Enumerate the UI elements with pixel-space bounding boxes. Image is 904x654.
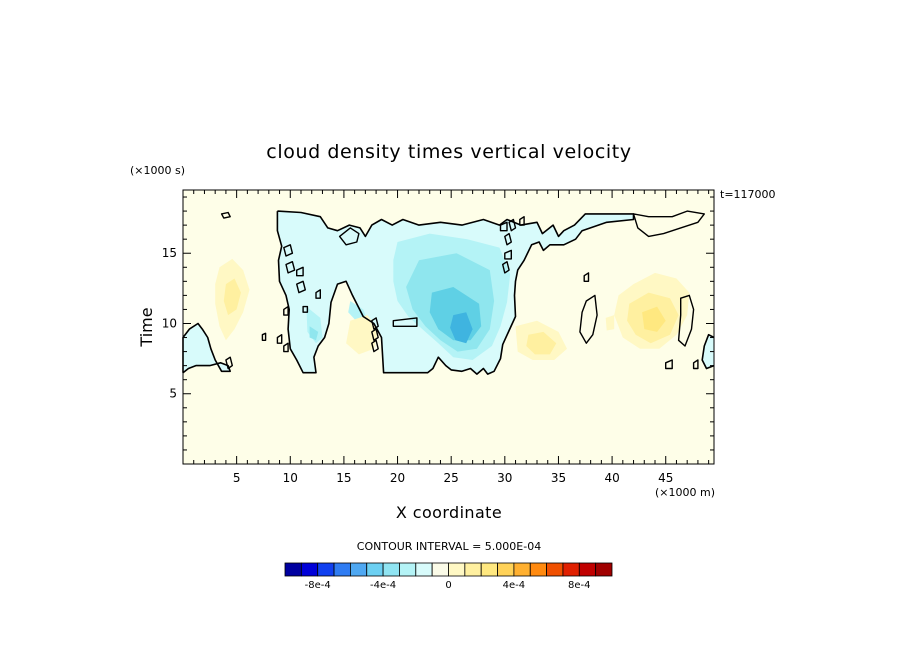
contour-fill-region <box>183 323 231 373</box>
x-tick-label: 20 <box>390 471 405 485</box>
colorbar-swatch <box>333 562 351 577</box>
axis-ticks: 5 10 15 20 25 30 35 40 45 5 10 15 <box>162 190 714 485</box>
colorbar-swatch <box>562 562 580 577</box>
contour-fill-region <box>642 306 666 332</box>
small-cloud-contour <box>283 342 289 353</box>
x-tick-label: 5 <box>233 471 241 485</box>
small-cloud-contour <box>392 317 418 327</box>
contour-fill-region <box>605 315 615 331</box>
small-cloud-contour <box>296 280 306 294</box>
cloud-boundary-contour <box>182 322 231 374</box>
time-stamp: t=117000 <box>720 188 776 201</box>
x-tick-label: 10 <box>283 471 298 485</box>
colorbar-swatch <box>480 562 498 577</box>
colorbar-swatch <box>399 562 417 577</box>
small-cloud-contour <box>519 215 525 226</box>
small-cloud-contour <box>499 221 508 232</box>
colorbar-tick-label: 0 <box>445 580 451 591</box>
colorbar-swatch <box>382 562 400 577</box>
contour-fill-region <box>526 331 557 355</box>
small-cloud-contour <box>583 272 590 282</box>
small-cloud-contour <box>225 356 234 370</box>
colorbar-swatch <box>431 562 449 577</box>
small-cloud-contour <box>502 261 510 274</box>
contour-fill-region <box>346 315 379 355</box>
small-cloud-contour <box>579 294 598 344</box>
plot-frame <box>182 189 715 465</box>
x-tick-label: 30 <box>497 471 512 485</box>
colorbar-swatch <box>415 562 433 577</box>
contour-fill-region <box>309 326 319 341</box>
small-cloud-contour <box>677 294 695 347</box>
contour-fill-region <box>702 334 714 369</box>
small-cloud-contour <box>302 305 309 313</box>
small-cloud-contour <box>261 332 267 341</box>
small-cloud-contour <box>276 334 283 344</box>
y-tick-label: 15 <box>162 246 177 260</box>
y-tick-label: 5 <box>169 387 177 401</box>
colorbar-swatch <box>497 562 515 577</box>
x-axis-label: X coordinate <box>396 503 502 522</box>
plot-area: 5 10 15 20 25 30 35 40 45 5 10 15 <box>162 189 715 485</box>
cloud-boundary-contour <box>276 210 635 375</box>
small-cloud-contour <box>338 227 360 246</box>
small-cloud-contour <box>508 218 517 232</box>
colorbar-tick-label: 8e-4 <box>568 580 591 591</box>
colorbar-swatch <box>546 562 564 577</box>
colorbar-tick-label: -4e-4 <box>370 580 396 591</box>
small-cloud-contour <box>665 359 673 370</box>
contour-fill-region <box>223 278 241 316</box>
colorbar-swatch <box>300 562 319 577</box>
filled-contours <box>183 211 714 375</box>
colorbar-swatch <box>529 562 548 577</box>
small-cloud-contour <box>296 266 304 277</box>
small-cloud-contour <box>285 261 296 274</box>
colorbar-tick-label: 4e-4 <box>503 580 526 591</box>
cloud-contour-lines <box>182 210 715 375</box>
small-cloud-contour <box>283 244 294 257</box>
x-tick-label: 40 <box>604 471 619 485</box>
small-cloud-contour <box>283 305 289 316</box>
small-cloud-contour <box>692 359 699 370</box>
small-cloud-contour <box>371 328 379 341</box>
x-tick-label: 45 <box>658 471 673 485</box>
y-tick-label: 10 <box>162 316 177 330</box>
small-cloud-contour <box>371 317 379 330</box>
colorbar-title: CONTOUR INTERVAL = 5.000E-04 <box>357 540 541 553</box>
colorbar-swatch <box>513 562 531 577</box>
colorbar-swatch <box>317 562 335 577</box>
colorbar: -8e-4 -4e-4 0 4e-4 8e-4 <box>284 562 613 591</box>
small-cloud-contour <box>504 232 512 246</box>
small-cloud-contour <box>315 289 321 299</box>
colorbar-swatch <box>366 562 384 577</box>
contour-fill-region <box>450 312 473 344</box>
colorbar-swatch <box>349 562 368 577</box>
colorbar-tick-label: -8e-4 <box>305 580 331 591</box>
x-units-label: (×1000 m) <box>655 486 715 499</box>
small-cloud-contour <box>504 249 512 260</box>
colorbar-swatch <box>578 562 597 577</box>
y-units-label: (×1000 s) <box>130 164 185 177</box>
cloud-boundary-contour <box>701 333 715 370</box>
chart-title: cloud density times vertical velocity <box>266 141 631 163</box>
colorbar-swatch <box>464 562 482 577</box>
small-cloud-contour <box>632 210 705 238</box>
small-cloud-contour <box>371 339 379 353</box>
colorbar-swatch <box>284 562 302 577</box>
x-tick-label: 15 <box>336 471 351 485</box>
small-cloud-contour <box>220 211 231 219</box>
colorbar-swatch <box>448 562 466 577</box>
y-axis-label: Time <box>137 307 156 347</box>
x-tick-label: 35 <box>551 471 566 485</box>
colorbar-swatch <box>595 562 613 577</box>
x-tick-label: 25 <box>444 471 459 485</box>
